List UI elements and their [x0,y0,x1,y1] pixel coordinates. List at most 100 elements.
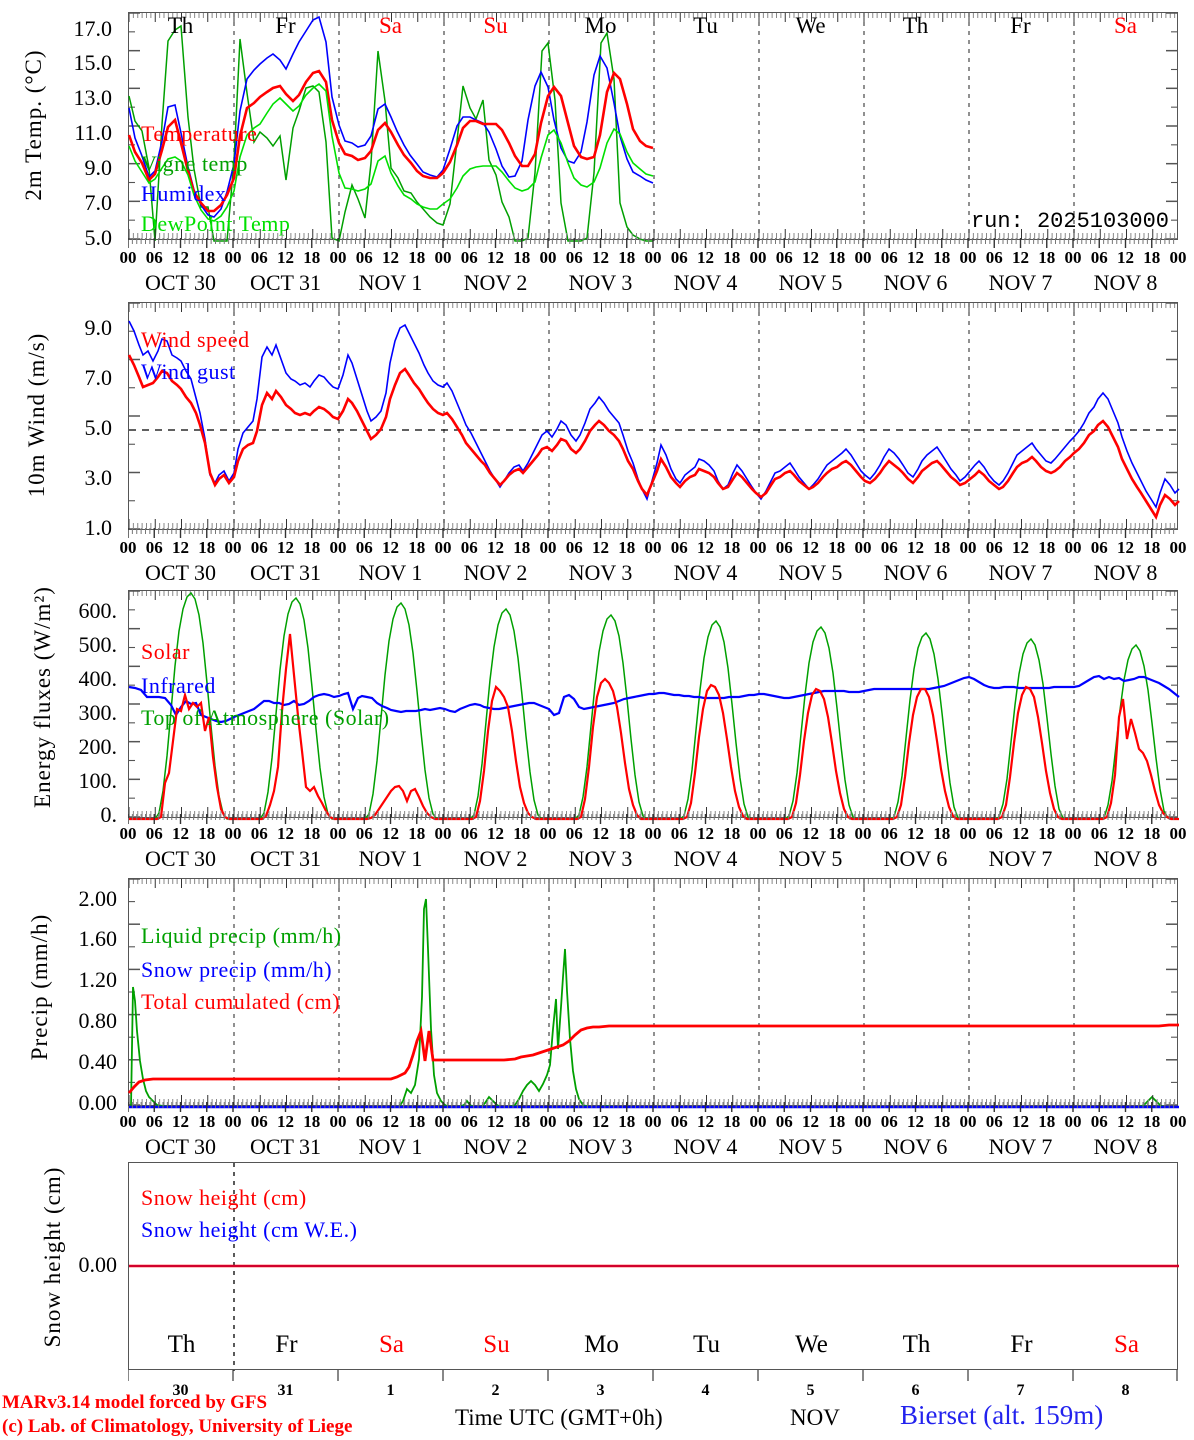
hour-tick-label: 00 [539,248,557,267]
legend-dewpoint-temp: DewPoint Temp [141,211,291,236]
hour-tick-label: 12 [382,1112,399,1131]
hour-tick-label: 18 [618,824,636,843]
hour-tick-label: 00 [539,1112,557,1131]
hour-tick-label: 00 [959,538,977,557]
hour-tick-label: 18 [723,1112,741,1131]
hour-tick-label: 12 [172,1112,189,1131]
hour-tick-label: 12 [487,1112,504,1131]
legend-snow-height-we: Snow height (cm W.E.) [141,1217,358,1242]
hour-tick-label: 06 [985,1112,1003,1131]
hour-tick-label: 00 [329,248,347,267]
hour-tick-label: 12 [697,1112,714,1131]
hour-tick-label: 00 [119,538,137,557]
hour-tick-label: 06 [250,1112,268,1131]
date-axis-label: NOV 7 [988,560,1053,585]
hour-tick-label: 00 [434,1112,452,1131]
hour-tick-label: 00 [329,1112,347,1131]
hour-tick-label: 00 [1169,538,1187,557]
hour-tick-label: 00 [434,824,452,843]
legend-wind-speed: Wind speed [141,327,250,352]
energy-hour-axis: 00 06 12 18 00 06 12 18 00 06 12 18 00 06 12 18 00 06 12 18… [120,814,1187,846]
date-axis-label: NOV 1 [358,270,423,295]
panel-temperature: 2m Temp. (°C) 17.0 15.0 13.0 11.0 9.0 7.… [0,0,1194,295]
hour-tick-label: 12 [382,538,399,557]
temperature-hour-axis: 00 06 12 18 00 06 12 18 00 06 12 18 00 06 12 18 00 06 12 18… [120,238,1187,270]
precip-series-svg [127,879,1179,1109]
hour-tick-label: 18 [1143,538,1161,557]
hour-tick-label: 18 [933,1112,951,1131]
hour-tick-label: 06 [880,538,898,557]
date-axis-label: OCT 30 [144,560,217,585]
bottom-day-number: 2 [491,1382,500,1399]
temperature-series-svg [127,13,1075,243]
hour-tick-label: 12 [592,824,609,843]
hour-tick-label: 18 [198,538,216,557]
hour-tick-label: 12 [277,538,294,557]
legend-total-cumulated: Total cumulated (cm) [141,989,341,1014]
hour-tick-label: 00 [854,538,872,557]
hour-tick-label: 06 [670,824,688,843]
date-axis-label: NOV 3 [568,1134,633,1159]
date-axis-label: OCT 30 [144,1134,217,1159]
date-axis-label: OCT 30 [144,270,217,295]
hour-tick-label: 12 [1012,1112,1029,1131]
hour-tick-label: 18 [198,248,216,267]
hour-tick-label: 06 [670,538,688,557]
energy-ytick: 400. [78,666,118,691]
day-label-9: Sa [1114,13,1137,38]
bottom-day-1: Fr [275,1331,298,1358]
hour-tick-label: 12 [172,248,189,267]
temperature-ytick: 5.0 [84,225,113,250]
hour-tick-label: 18 [513,248,531,267]
date-axis-label: OCT 31 [249,270,322,295]
hour-tick-label: 00 [959,824,977,843]
panel-energy-fluxes: Energy fluxes (W/m²) 600. 500. 400. 300.… [0,572,1194,871]
hour-tick-label: 00 [854,1112,872,1131]
date-axis-label: NOV 4 [673,1134,738,1159]
bottom-day-number: 8 [1121,1382,1130,1399]
panel-precipitation: Precip (mm/h) 2.00 1.60 1.20 0.80 0.40 0… [0,862,1194,1159]
bottom-day-number: 5 [806,1382,815,1399]
hour-tick-label: 06 [1090,1112,1108,1131]
hour-tick-label: 06 [985,538,1003,557]
hour-tick-label: 12 [697,538,714,557]
temperature-ytick: 15.0 [73,50,113,75]
hour-tick-label: 12 [382,824,399,843]
snow-series-svg [129,1163,1179,1371]
hour-tick-label: 18 [408,1112,426,1131]
date-axis-label: NOV 8 [1093,270,1158,295]
hour-tick-label: 06 [565,824,583,843]
day-label-0: Th [167,13,194,38]
hour-tick-label: 12 [487,824,504,843]
bottom-day-number: 1 [386,1382,395,1399]
date-axis-label: NOV 6 [883,1134,948,1159]
date-axis-label: NOV 4 [673,270,738,295]
date-axis-label: NOV 4 [673,846,738,871]
energy-ytick: 600. [78,598,118,623]
hour-tick-label: 00 [749,538,767,557]
energy-ytick: 200. [78,734,118,759]
hour-tick-label: 18 [1038,248,1056,267]
hour-tick-label: 12 [1117,1112,1134,1131]
bottom-day-6: We [795,1331,828,1358]
hour-tick-label: 06 [775,1112,793,1131]
day-label-3: Su [483,13,508,38]
hour-tick-label: 06 [355,1112,373,1131]
legend-top-of-atmosphere: Top of Atmosphere (Solar) [141,705,390,730]
energy-ytick: 500. [78,632,118,657]
precip-plot-area: Liquid precip (mm/h) Snow precip (mm/h) … [127,878,1179,1109]
hour-tick-label: 00 [1064,824,1082,843]
precip-ytick: 1.20 [78,967,118,992]
hour-tick-label: 00 [1169,248,1187,267]
legend-vigne-temp: Vigne temp [141,151,248,176]
hour-tick-label: 18 [618,1112,636,1131]
date-axis-label: NOV 8 [1093,560,1158,585]
bottom-axis-ticks [128,1370,1178,1382]
footer-copyright-text: (c) Lab. of Climatology, University of L… [2,1416,353,1437]
energy-date-axis: OCT 30 OCT 31 NOV 1 NOV 2 NOV 3 NOV 4 NOV 5 NOV… [128,846,1178,871]
hour-tick-label: 00 [434,538,452,557]
hour-tick-label: 00 [329,538,347,557]
hour-tick-label: 12 [1117,538,1134,557]
wind-plot-area: Wind speed Wind gust [127,302,1180,531]
